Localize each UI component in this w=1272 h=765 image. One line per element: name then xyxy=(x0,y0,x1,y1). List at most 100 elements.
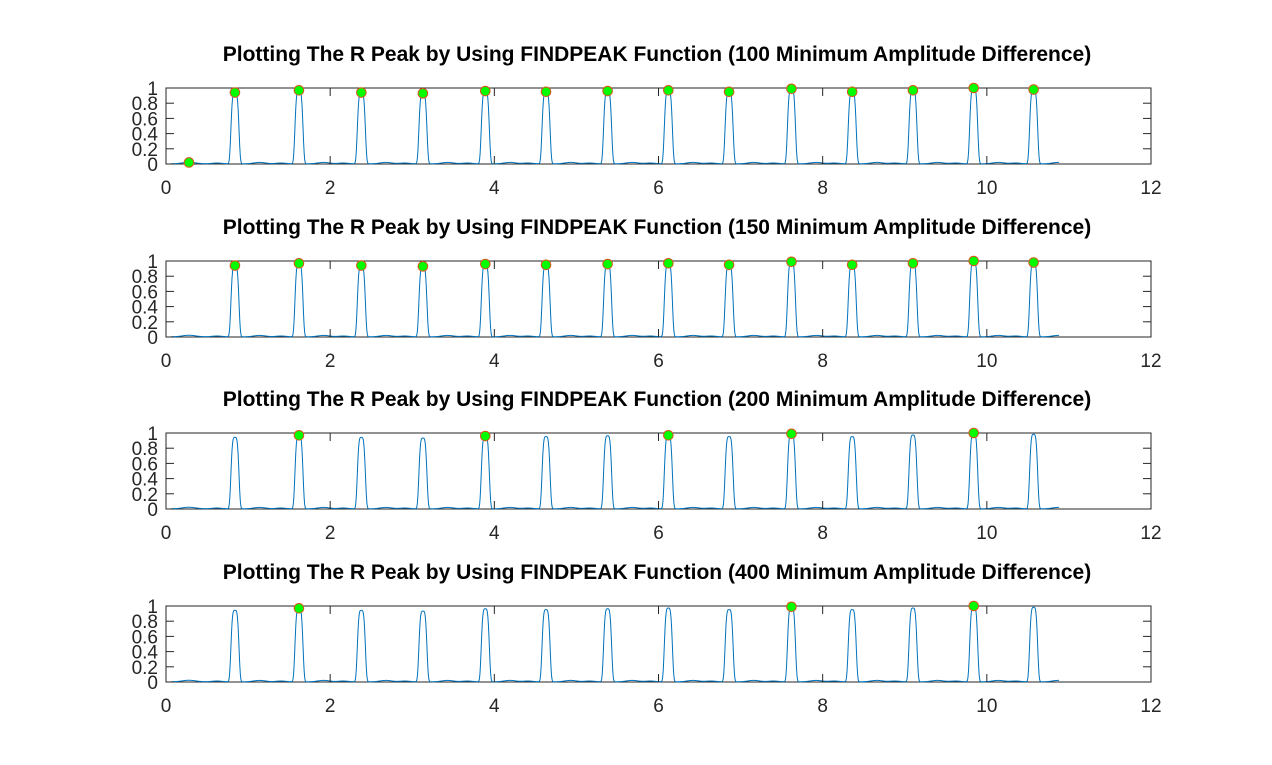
peak-marker xyxy=(480,85,491,97)
x-tick-label: 0 xyxy=(161,696,172,717)
x-tick-label: 4 xyxy=(489,351,500,372)
y-tick-label: 0.4 xyxy=(132,470,159,491)
peak-marker xyxy=(786,256,797,268)
subplot-1: Plotting The R Peak by Using FINDPEAK Fu… xyxy=(132,43,1162,199)
subplot-title: Plotting The R Peak by Using FINDPEAK Fu… xyxy=(223,388,1091,411)
peak-marker xyxy=(356,87,367,98)
x-tick-label: 10 xyxy=(976,696,997,717)
peak-marker xyxy=(229,87,241,98)
peak-marker xyxy=(602,85,613,97)
plot-area xyxy=(165,605,1152,683)
peak-marker xyxy=(723,259,735,271)
peak-marker xyxy=(540,86,552,98)
x-tick-label: 0 xyxy=(161,523,172,544)
y-tick-label: 0.8 xyxy=(132,439,158,460)
peak-marker xyxy=(786,428,797,440)
x-tick-label: 8 xyxy=(817,696,828,717)
y-tick-label: 0.2 xyxy=(132,658,158,679)
y-tick-label: 0 xyxy=(147,500,158,521)
y-tick-label: 0.2 xyxy=(132,140,158,161)
x-tick-label: 2 xyxy=(325,696,336,717)
y-tick-label: 0.8 xyxy=(132,267,158,288)
y-tick-label: 0.6 xyxy=(132,282,158,303)
peak-marker xyxy=(183,157,195,168)
x-tick-label: 12 xyxy=(1140,523,1161,544)
peak-marker xyxy=(968,82,980,94)
y-tick-label: 1 xyxy=(147,252,158,273)
peak-marker xyxy=(846,86,858,98)
x-tick-label: 0 xyxy=(161,178,172,199)
y-tick-label: 0 xyxy=(147,328,158,349)
peak-marker xyxy=(480,258,491,270)
peak-marker xyxy=(968,255,980,267)
peak-marker xyxy=(968,600,980,612)
peak-marker xyxy=(1028,84,1039,95)
peak-marker xyxy=(663,84,674,96)
peak-marker xyxy=(907,84,919,96)
y-tick-label: 0.6 xyxy=(132,627,158,648)
subplot-2: Plotting The R Peak by Using FINDPEAK Fu… xyxy=(132,216,1162,372)
x-tick-label: 4 xyxy=(489,178,500,199)
y-tick-label: 1 xyxy=(147,79,158,100)
peak-marker xyxy=(786,83,797,95)
plot-area xyxy=(165,87,1152,165)
plot-content: 0 2 4 6 8 10 12 00.20.40.60.81 xyxy=(132,424,1162,544)
peak-marker xyxy=(968,427,980,439)
x-tick-label: 10 xyxy=(976,178,997,199)
x-tick-label: 2 xyxy=(325,523,336,544)
peak-marker xyxy=(1028,257,1039,268)
peak-marker xyxy=(356,260,367,271)
peak-marker xyxy=(417,261,429,272)
plot-area xyxy=(165,260,1152,338)
peak-marker xyxy=(663,429,674,441)
x-tick-label: 6 xyxy=(653,178,664,199)
peak-marker xyxy=(907,257,919,269)
y-tick-label: 0.6 xyxy=(132,454,158,475)
peak-marker xyxy=(786,601,797,613)
y-tick-label: 0.2 xyxy=(132,485,158,506)
x-tick-label: 8 xyxy=(817,523,828,544)
subplot-4: Plotting The R Peak by Using FINDPEAK Fu… xyxy=(132,561,1162,717)
peak-marker xyxy=(293,429,305,441)
peak-marker xyxy=(229,260,241,271)
plot-area xyxy=(165,432,1152,510)
subplot-3: Plotting The R Peak by Using FINDPEAK Fu… xyxy=(132,388,1162,544)
x-tick-label: 12 xyxy=(1140,351,1161,372)
x-tick-label: 6 xyxy=(653,523,664,544)
subplot-title: Plotting The R Peak by Using FINDPEAK Fu… xyxy=(223,216,1091,239)
peak-marker xyxy=(663,257,674,269)
y-tick-label: 0.6 xyxy=(132,109,158,130)
x-tick-label: 12 xyxy=(1140,696,1161,717)
y-tick-label: 0 xyxy=(147,155,158,176)
y-tick-label: 1 xyxy=(147,424,158,445)
x-tick-label: 10 xyxy=(976,523,997,544)
peak-marker xyxy=(723,86,735,98)
x-tick-label: 2 xyxy=(325,178,336,199)
peak-marker xyxy=(602,258,613,270)
plot-content: 0 2 4 6 8 10 12 00.20.40.60.81 xyxy=(132,252,1162,372)
peak-marker xyxy=(540,259,552,271)
peak-marker xyxy=(293,84,305,96)
y-tick-label: 0.4 xyxy=(132,643,159,664)
x-tick-label: 10 xyxy=(976,351,997,372)
plot-content: 0 2 4 6 8 10 12 00.20.40.60.81 xyxy=(132,79,1162,199)
peak-marker xyxy=(293,602,305,614)
y-tick-label: 0.8 xyxy=(132,94,158,115)
y-tick-label: 1 xyxy=(147,597,158,618)
peak-marker xyxy=(417,88,429,99)
y-tick-label: 0 xyxy=(147,673,158,694)
peak-marker xyxy=(293,257,305,269)
y-tick-label: 0.2 xyxy=(132,313,158,334)
x-tick-label: 2 xyxy=(325,351,336,372)
x-tick-label: 4 xyxy=(489,696,500,717)
plot-content: 0 2 4 6 8 10 12 00.20.40.60.81 xyxy=(132,597,1162,717)
subplot-title: Plotting The R Peak by Using FINDPEAK Fu… xyxy=(223,43,1091,66)
x-tick-label: 6 xyxy=(653,696,664,717)
signal-line xyxy=(170,432,1060,510)
signal-line xyxy=(170,605,1060,683)
x-tick-label: 8 xyxy=(817,351,828,372)
y-tick-label: 0.8 xyxy=(132,612,158,633)
x-tick-label: 4 xyxy=(489,523,500,544)
x-tick-label: 6 xyxy=(653,351,664,372)
subplot-title: Plotting The R Peak by Using FINDPEAK Fu… xyxy=(223,561,1091,584)
